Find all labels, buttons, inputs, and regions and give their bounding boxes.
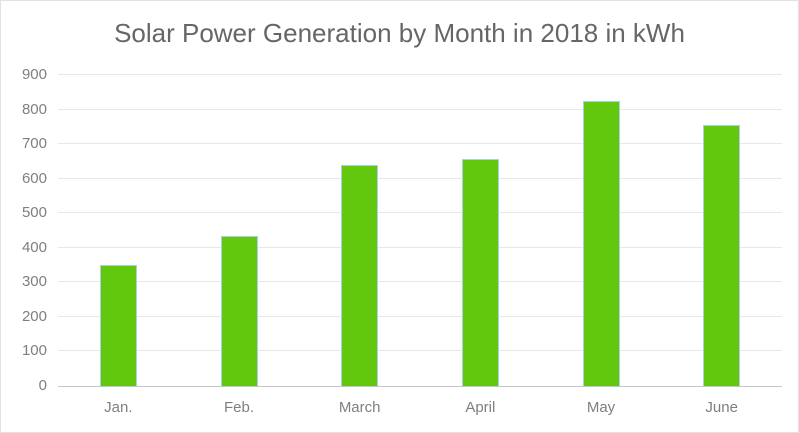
y-axis-tick-label: 600 [21,169,47,187]
gridline [58,177,782,179]
y-axis: 0 100 200 300 400 500 600 700 800 900 [1,66,47,394]
x-axis-tick-label: May [586,399,616,416]
x-axis-tick-label: April [465,399,496,416]
gridline [58,315,782,317]
y-axis-tick-label: 400 [21,238,47,256]
bar-april[interactable] [461,158,499,386]
bar-jan[interactable] [99,265,137,386]
x-axis: Jan. Feb. March April May June [58,399,782,421]
bar-june[interactable] [703,125,741,386]
bar-march[interactable] [341,164,379,386]
chart-title: Solar Power Generation by Month in 2018 … [114,18,685,48]
gridline [58,350,782,352]
y-axis-tick-label: 900 [21,66,47,83]
gridline [58,212,782,214]
x-axis-tick-label: March [338,399,381,416]
y-axis-tick-label: 300 [21,273,47,291]
x-axis-tick-label: June [705,399,738,416]
x-axis-tick-label: Jan. [104,399,133,416]
y-axis-tick-label: 800 [21,100,47,118]
y-axis-tick-label: 700 [21,135,47,153]
plot-area [58,74,782,387]
gridline [58,74,782,75]
x-axis-tick-label: Feb. [223,399,254,416]
y-axis-tick-label: 200 [21,307,47,325]
bar-feb[interactable] [220,236,258,386]
gridline [58,108,782,110]
gridline [58,246,782,248]
gridline [58,143,782,145]
y-axis-tick-label: 500 [21,204,47,222]
y-axis-tick-label: 100 [21,342,47,360]
bar-may[interactable] [582,100,620,386]
y-axis-tick-label: 0 [38,377,47,394]
gridline [58,281,782,283]
